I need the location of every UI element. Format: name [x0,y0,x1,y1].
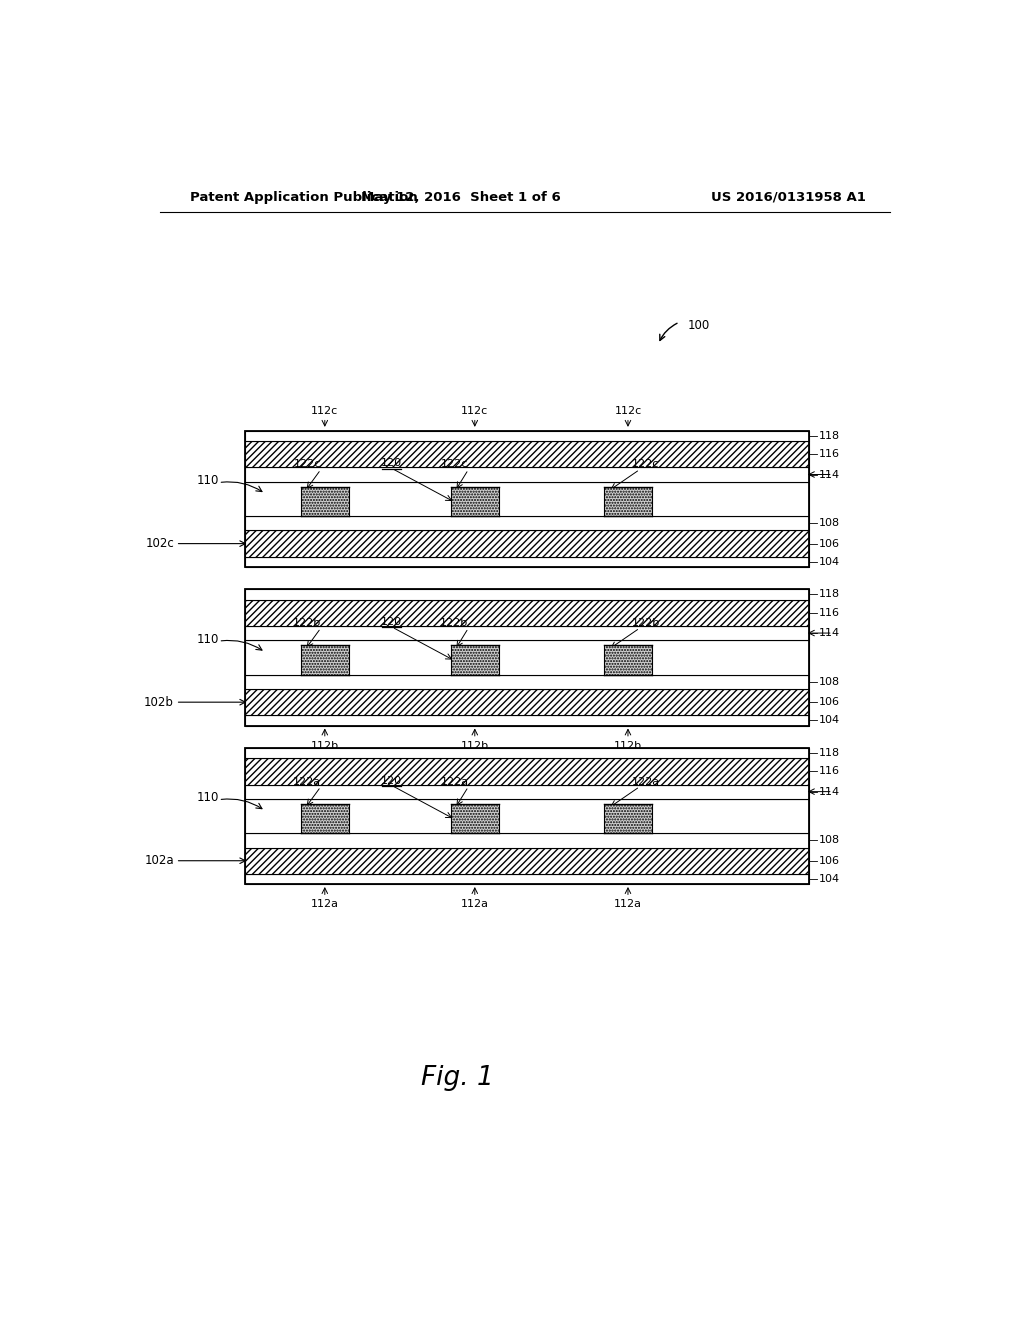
Text: 112b: 112b [310,741,339,751]
Bar [246,847,809,874]
Bar [301,804,348,833]
Text: 122c: 122c [441,459,468,470]
Bar [246,430,809,441]
Bar [246,482,809,516]
Text: 112c: 112c [614,405,642,416]
Text: 120: 120 [381,616,402,627]
Bar [246,874,809,884]
Bar [246,784,809,799]
Text: 122c: 122c [294,459,321,470]
Text: 102b: 102b [144,696,174,709]
Text: 112c: 112c [461,405,488,416]
Bar [246,758,809,784]
Bar [301,487,348,516]
Text: 112a: 112a [311,899,339,909]
Text: 100: 100 [687,318,710,331]
Text: May 12, 2016  Sheet 1 of 6: May 12, 2016 Sheet 1 of 6 [361,190,561,203]
Text: 116: 116 [818,607,840,618]
Text: 118: 118 [818,430,840,441]
Text: 108: 108 [818,836,840,845]
Bar [246,430,809,568]
Text: 122b: 122b [632,618,660,628]
Bar [246,640,809,675]
Text: 112b: 112b [614,741,642,751]
Text: 110: 110 [197,474,219,487]
Text: 104: 104 [818,874,840,884]
Text: 102a: 102a [144,854,174,867]
Bar [246,675,809,689]
Bar [604,804,652,833]
Bar [451,645,499,675]
Text: 122a: 122a [440,776,468,787]
Bar [246,531,809,557]
Text: Patent Application Publication: Patent Application Publication [189,190,418,203]
Bar [246,516,809,531]
Text: 112a: 112a [614,899,642,909]
Bar [246,626,809,640]
Text: 122b: 122b [440,618,468,628]
Bar [451,487,499,516]
Text: 122c: 122c [632,459,659,470]
Bar [246,689,809,715]
Text: Fig. 1: Fig. 1 [421,1065,494,1092]
Text: 118: 118 [818,748,840,758]
Text: 110: 110 [197,791,219,804]
Bar [246,557,809,568]
Bar [604,487,652,516]
Bar [246,748,809,758]
Text: US 2016/0131958 A1: US 2016/0131958 A1 [712,190,866,203]
Text: 114: 114 [818,787,840,796]
Text: 112c: 112c [311,405,339,416]
Bar [246,441,809,467]
Text: 112b: 112b [461,741,488,751]
Text: 114: 114 [818,470,840,479]
Text: 116: 116 [818,767,840,776]
Text: 116: 116 [818,449,840,459]
Bar [246,715,809,726]
Bar [246,589,809,726]
Text: 106: 106 [818,539,840,549]
Bar [246,799,809,833]
Text: 122a: 122a [293,776,321,787]
Bar [604,645,652,675]
Text: 110: 110 [197,632,219,645]
Text: 102c: 102c [145,537,174,550]
Text: 120: 120 [381,458,402,469]
Text: 104: 104 [818,557,840,566]
Bar [246,467,809,482]
Bar [301,645,348,675]
Bar [246,589,809,599]
Bar [246,748,809,884]
Text: 106: 106 [818,855,840,866]
Text: 118: 118 [818,590,840,599]
Text: 108: 108 [818,677,840,686]
Text: 112a: 112a [461,899,488,909]
Text: 106: 106 [818,697,840,708]
Bar [246,599,809,626]
Text: 108: 108 [818,519,840,528]
Text: 122b: 122b [293,618,321,628]
Bar [451,804,499,833]
Text: 114: 114 [818,628,840,638]
Text: 120: 120 [381,776,402,785]
Text: 122a: 122a [632,776,660,787]
Text: 104: 104 [818,715,840,726]
Bar [246,833,809,847]
